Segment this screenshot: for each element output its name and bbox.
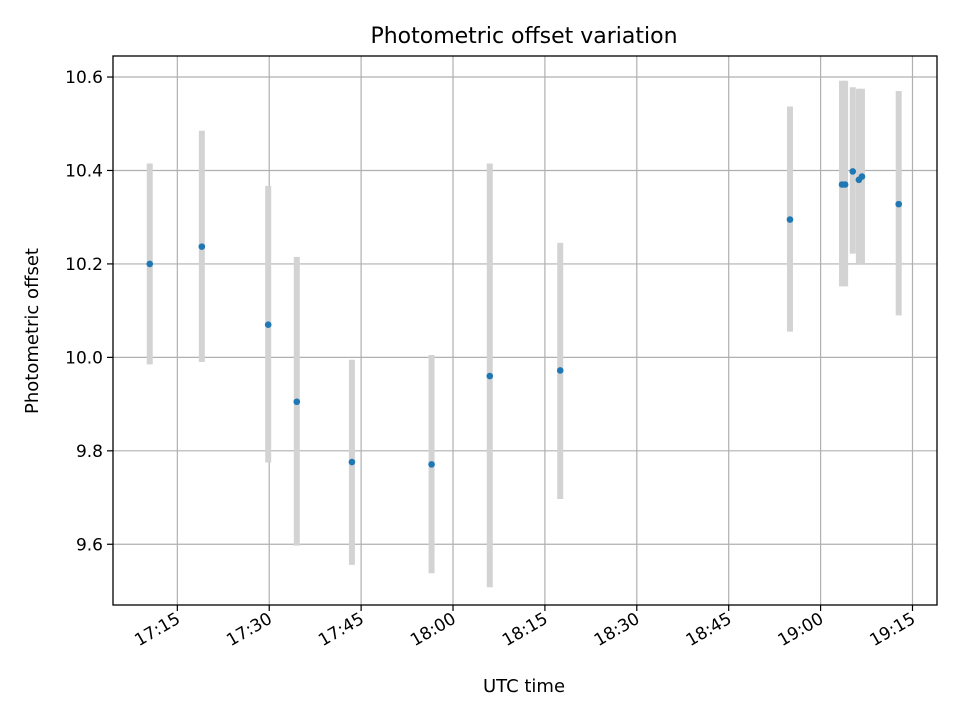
y-tick-label: 10.0	[65, 348, 103, 368]
grid	[113, 56, 937, 605]
data-point	[841, 181, 849, 188]
plot-frame	[112, 55, 938, 606]
data-point	[556, 367, 564, 374]
data-point	[198, 243, 206, 250]
y-tick-label: 9.8	[76, 442, 103, 462]
data-points	[146, 168, 903, 468]
y-tick-label: 10.6	[65, 68, 103, 88]
y-tick-label: 9.6	[76, 535, 103, 555]
y-tick-label: 10.2	[65, 255, 103, 275]
x-axis-label: UTC time	[483, 676, 565, 697]
data-point	[849, 168, 857, 175]
data-point	[486, 372, 494, 380]
y-axis: 9.6 9.8 10.0 10.2 10.4 10.6	[65, 68, 113, 555]
data-point	[293, 398, 301, 406]
data-point	[786, 216, 794, 223]
data-point	[264, 321, 272, 328]
data-point	[348, 458, 356, 466]
y-axis-label: Photometric offset	[22, 248, 43, 414]
data-point	[858, 173, 866, 180]
data-point	[428, 461, 435, 468]
chart-title: Photometric offset variation	[370, 24, 677, 49]
y-tick-label: 10.4	[65, 161, 103, 181]
data-point	[146, 260, 154, 268]
data-point	[895, 200, 903, 208]
